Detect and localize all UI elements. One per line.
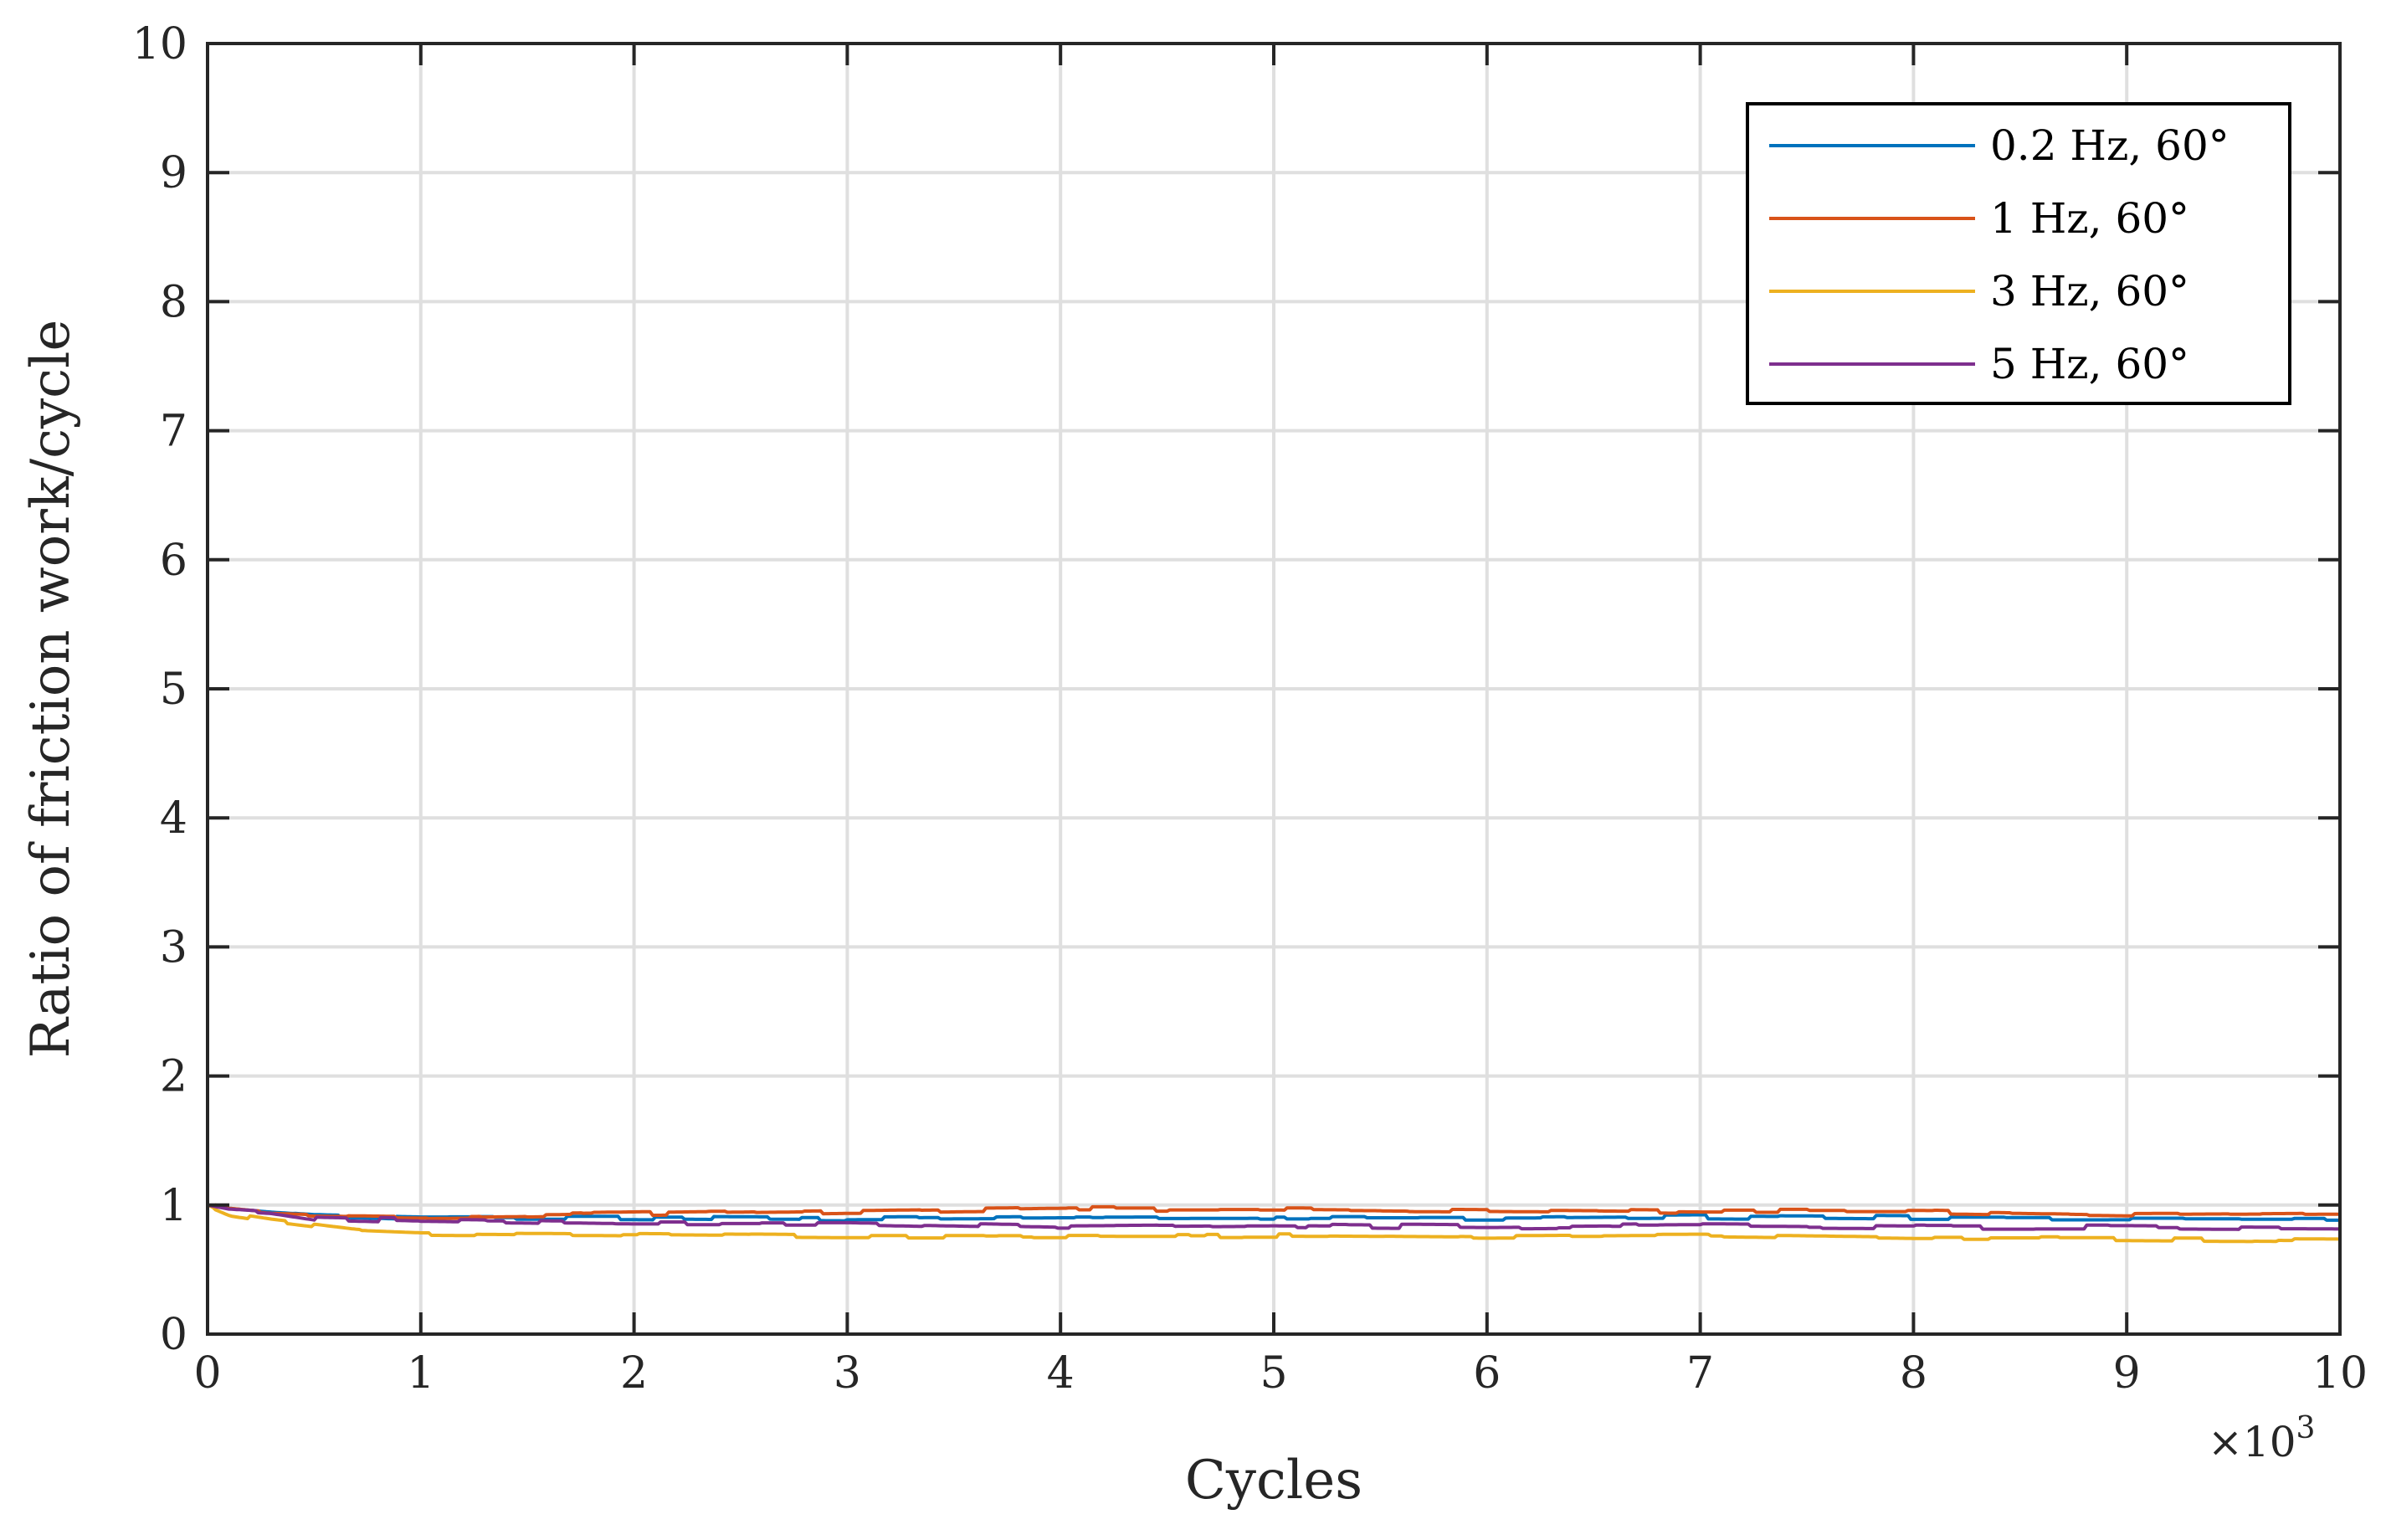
x-tick-label: 7 [1686, 1348, 1714, 1399]
x-axis-multiplier-base: ×10 [2208, 1418, 2296, 1466]
x-tick-label: 6 [1473, 1348, 1501, 1399]
x-tick-labels: 0 1 2 3 4 5 6 7 8 9 10 [193, 1348, 2368, 1399]
y-tick-label: 8 [160, 277, 187, 327]
x-tick-label: 3 [834, 1348, 861, 1399]
x-tick-label: 9 [2113, 1348, 2141, 1399]
y-tick-label: 3 [160, 922, 187, 973]
series-line-3 [207, 1203, 2341, 1244]
y-tick-label: 10 [132, 19, 187, 69]
legend-label: 0.2 Hz, 60° [1990, 121, 2229, 170]
tick-marks [206, 42, 2342, 1336]
series-line-4 [207, 1203, 2340, 1231]
series-line-1 [207, 1203, 2340, 1223]
y-axis-title: Ratio of friction work/cycle [20, 320, 82, 1059]
y-tick-label: 9 [160, 148, 187, 198]
y-tick-label: 2 [160, 1052, 187, 1102]
y-tick-labels: 0 1 2 3 4 5 6 7 8 9 10 [132, 19, 187, 1360]
legend-label: 5 Hz, 60° [1990, 340, 2189, 388]
x-tick-label: 1 [407, 1348, 434, 1399]
x-tick-label: 10 [2312, 1348, 2368, 1399]
y-tick-label: 7 [160, 407, 187, 457]
x-axis-title: Cycles [1185, 1450, 1362, 1512]
x-axis-multiplier: ×103 [2208, 1411, 2315, 1466]
series-line-2 [207, 1203, 2340, 1220]
y-tick-label: 6 [160, 536, 187, 586]
y-tick-label: 4 [160, 793, 187, 844]
x-axis-multiplier-exponent: 3 [2296, 1411, 2316, 1445]
x-tick-label: 4 [1047, 1348, 1075, 1399]
legend: 0.2 Hz, 60° 1 Hz, 60° 3 Hz, 60° 5 Hz, 60° [1746, 102, 2291, 405]
x-tick-label: 5 [1260, 1348, 1287, 1399]
series-group [207, 1203, 2341, 1244]
legend-label: 3 Hz, 60° [1990, 267, 2189, 316]
x-tick-label: 2 [620, 1348, 648, 1399]
legend-label: 1 Hz, 60° [1990, 194, 2189, 243]
x-tick-label: 0 [193, 1348, 221, 1399]
y-tick-label: 0 [160, 1310, 187, 1360]
y-tick-label: 1 [160, 1181, 187, 1231]
legend-box [1746, 102, 2291, 405]
x-tick-label: 8 [1900, 1348, 1927, 1399]
y-tick-label: 5 [160, 665, 187, 715]
